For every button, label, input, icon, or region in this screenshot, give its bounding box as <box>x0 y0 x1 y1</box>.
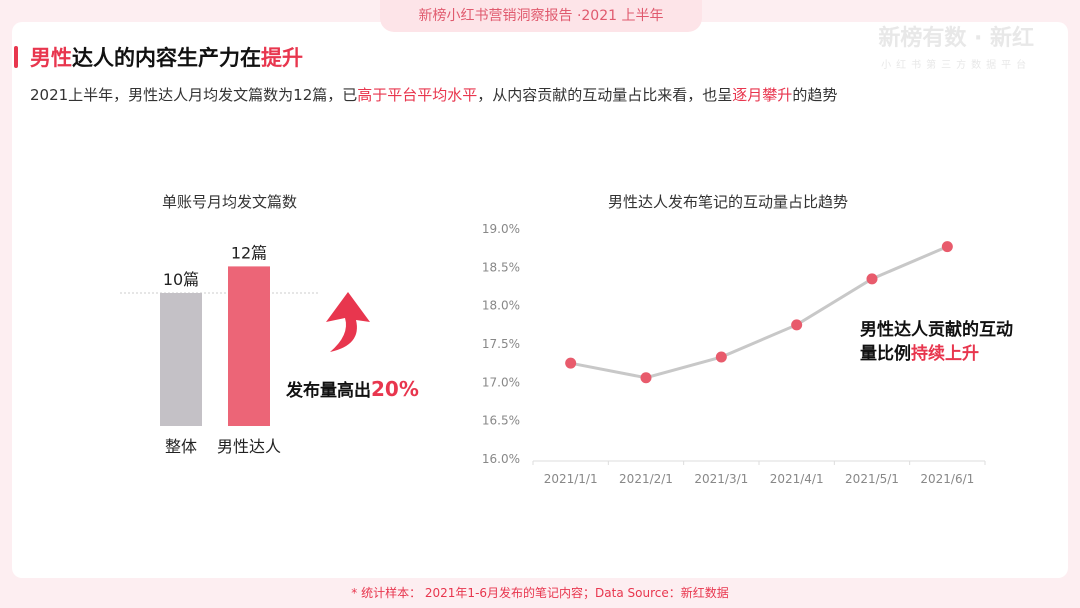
y-tick-label: 19.0% <box>482 222 520 236</box>
up-arrow-icon <box>326 292 370 352</box>
y-tick-label: 18.5% <box>482 260 520 274</box>
bar-0 <box>160 293 202 426</box>
y-tick-label: 16.0% <box>482 452 520 466</box>
left-callout: 发布量高出20% <box>286 377 419 401</box>
bar-1 <box>228 266 270 426</box>
y-tick-label: 17.0% <box>482 375 520 389</box>
series-line <box>570 245 948 380</box>
x-tick-label: 2021/5/1 <box>845 472 899 486</box>
page-subtitle: 2021上半年，男性达人月均发文篇数为12篇，已高于平台平均水平，从内容贡献的互… <box>30 86 838 104</box>
x-tick-label: 2021/6/1 <box>920 472 974 486</box>
footer-note: * 统计样本： 2021年1-6月发布的笔记内容；Data Source：新红数… <box>351 586 729 600</box>
data-point <box>565 357 577 369</box>
bar-data-label: 12篇 <box>231 243 267 262</box>
y-tick-label: 17.5% <box>482 337 520 351</box>
data-point <box>866 273 878 285</box>
bar-chart-title: 单账号月均发文篇数 <box>162 193 298 211</box>
y-tick-label: 18.0% <box>482 299 520 313</box>
x-tick-label: 2021/4/1 <box>770 472 824 486</box>
data-point <box>941 241 953 253</box>
page-title: 男性达人的内容生产力在提升 <box>30 46 303 70</box>
bar-category-label: 整体 <box>165 437 197 456</box>
x-tick-label: 2021/2/1 <box>619 472 673 486</box>
brand-logo: 新榜有数 · 新红 小红书第三方数据平台 <box>878 26 1034 71</box>
data-point <box>791 319 803 331</box>
bar-category-label: 男性达人 <box>217 437 281 456</box>
data-point <box>640 372 652 384</box>
y-tick-label: 16.5% <box>482 414 520 428</box>
title-accent-bar <box>14 46 18 68</box>
right-callout: 男性达人贡献的互动 量比例持续上升 <box>860 320 1013 364</box>
bar-data-label: 10篇 <box>163 270 199 289</box>
x-tick-label: 2021/1/1 <box>544 472 598 486</box>
line-chart-title: 男性达人发布笔记的互动量占比趋势 <box>608 193 849 211</box>
report-title-tab: 新榜小红书营销洞察报告 ·2021 上半年 <box>380 0 702 32</box>
x-tick-label: 2021/3/1 <box>694 472 748 486</box>
data-point <box>715 351 727 363</box>
